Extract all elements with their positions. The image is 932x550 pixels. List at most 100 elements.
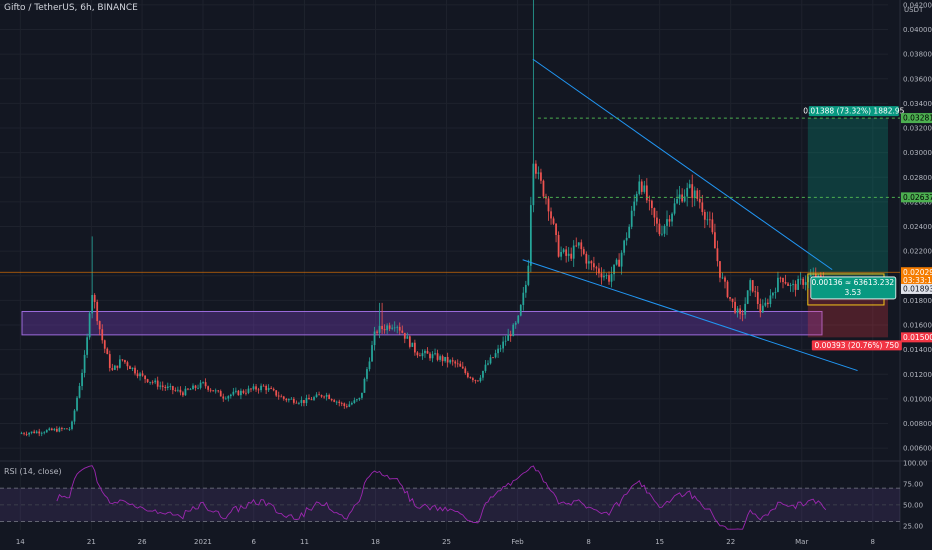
zones xyxy=(21,118,888,338)
candle-body xyxy=(361,392,363,398)
candle-body xyxy=(814,273,817,280)
candle-body xyxy=(171,386,174,391)
candle-body xyxy=(383,329,386,331)
last-price-tag-bg xyxy=(901,267,932,278)
profit-zone xyxy=(807,118,888,289)
chart-title: Gifto / TetherUS, 6h, BINANCE xyxy=(4,3,138,13)
candle-body xyxy=(696,190,699,199)
candle-body xyxy=(340,402,343,404)
rsi-pane xyxy=(0,465,900,530)
candle-body xyxy=(166,386,169,388)
overlays: 0.01388 (73.32%) 1882.95 0.00136 ≈ 63613.… xyxy=(0,58,905,372)
candle-body xyxy=(451,360,454,362)
candle-body xyxy=(260,385,262,391)
candle-body xyxy=(318,394,320,396)
candle-body xyxy=(33,431,36,434)
candle-body xyxy=(620,252,623,267)
candle-body xyxy=(315,394,318,398)
candle-body xyxy=(366,369,368,379)
candle-body xyxy=(600,273,603,278)
entry-tag: 0.01893 xyxy=(903,285,932,294)
y-tick-label: 0.00600 xyxy=(903,445,932,453)
candle-body xyxy=(275,390,278,396)
candle-body xyxy=(625,237,628,241)
candle-body xyxy=(595,267,598,269)
candle-body xyxy=(71,421,73,429)
candle-body xyxy=(103,340,106,349)
candle-body xyxy=(671,213,673,222)
candle-body xyxy=(134,367,136,374)
candle-body xyxy=(139,373,141,377)
candle-body xyxy=(580,242,583,250)
wedge-lower-line xyxy=(522,259,858,372)
candle-body xyxy=(113,365,116,370)
candle-body xyxy=(736,308,739,313)
x-tick-label: Mar xyxy=(795,538,808,546)
candle-body xyxy=(714,232,716,249)
axes: 0.00600 0.00800 0.01000 0.01200 0.01400 0.016… xyxy=(16,1,932,546)
candle-body xyxy=(517,315,520,323)
y-tick-label: 0.02400 xyxy=(903,223,932,231)
candle-body xyxy=(575,245,578,247)
candle-body xyxy=(668,219,671,222)
candle-body xyxy=(542,180,545,197)
candle-body xyxy=(497,348,499,354)
candle-body xyxy=(487,363,489,365)
candle-body xyxy=(474,380,477,381)
x-tick-label: 22 xyxy=(726,538,735,546)
candle-body xyxy=(345,406,348,407)
candle-body xyxy=(126,362,129,367)
candle-body xyxy=(623,240,626,253)
y-tick-label: 0.01400 xyxy=(903,346,932,354)
candle-body xyxy=(350,403,353,405)
x-tick-label: Feb xyxy=(511,538,524,546)
candle-body xyxy=(464,368,467,374)
candle-body xyxy=(53,428,56,431)
x-tick-label: 21 xyxy=(87,538,96,546)
target1-tag: 0.03281 xyxy=(903,114,932,123)
candle-body xyxy=(285,398,288,401)
candle-body xyxy=(224,398,227,400)
candle-body xyxy=(514,322,517,325)
candle-body xyxy=(234,390,237,392)
candle-body xyxy=(252,386,255,390)
candle-body xyxy=(598,268,600,274)
candle-body xyxy=(300,400,303,403)
candle-body xyxy=(182,392,184,396)
candle-body xyxy=(124,360,126,363)
candle-body xyxy=(504,340,507,342)
candle-body xyxy=(81,372,83,387)
x-tick-label: 2021 xyxy=(194,538,212,546)
candle-body xyxy=(305,397,308,404)
candle-body xyxy=(20,433,23,435)
candle-body xyxy=(456,363,459,365)
candle-body xyxy=(98,321,101,330)
candle-body xyxy=(371,345,373,362)
candle-body xyxy=(30,431,33,433)
candle-body xyxy=(772,292,774,296)
candle-body xyxy=(550,211,552,219)
candle-body xyxy=(401,330,404,333)
candle-body xyxy=(643,185,646,192)
candle-body xyxy=(86,337,88,355)
candle-body xyxy=(650,200,653,209)
candle-body xyxy=(310,399,313,401)
candle-body xyxy=(247,388,250,393)
candle-body xyxy=(721,277,724,279)
candle-body xyxy=(257,389,260,391)
candle-body xyxy=(426,350,429,354)
candle-body xyxy=(532,163,535,206)
candle-body xyxy=(282,396,285,399)
y-tick-label: 0.01600 xyxy=(903,322,932,330)
candle-body xyxy=(719,261,721,278)
candle-body xyxy=(784,281,787,284)
candle-body xyxy=(499,348,502,350)
candle-body xyxy=(590,261,593,264)
candle-body xyxy=(376,331,378,333)
candle-body xyxy=(146,379,149,383)
grid xyxy=(0,0,932,530)
candle-body xyxy=(698,198,701,203)
rsi-title: RSI (14, close) xyxy=(4,467,62,476)
candle-body xyxy=(706,219,709,221)
